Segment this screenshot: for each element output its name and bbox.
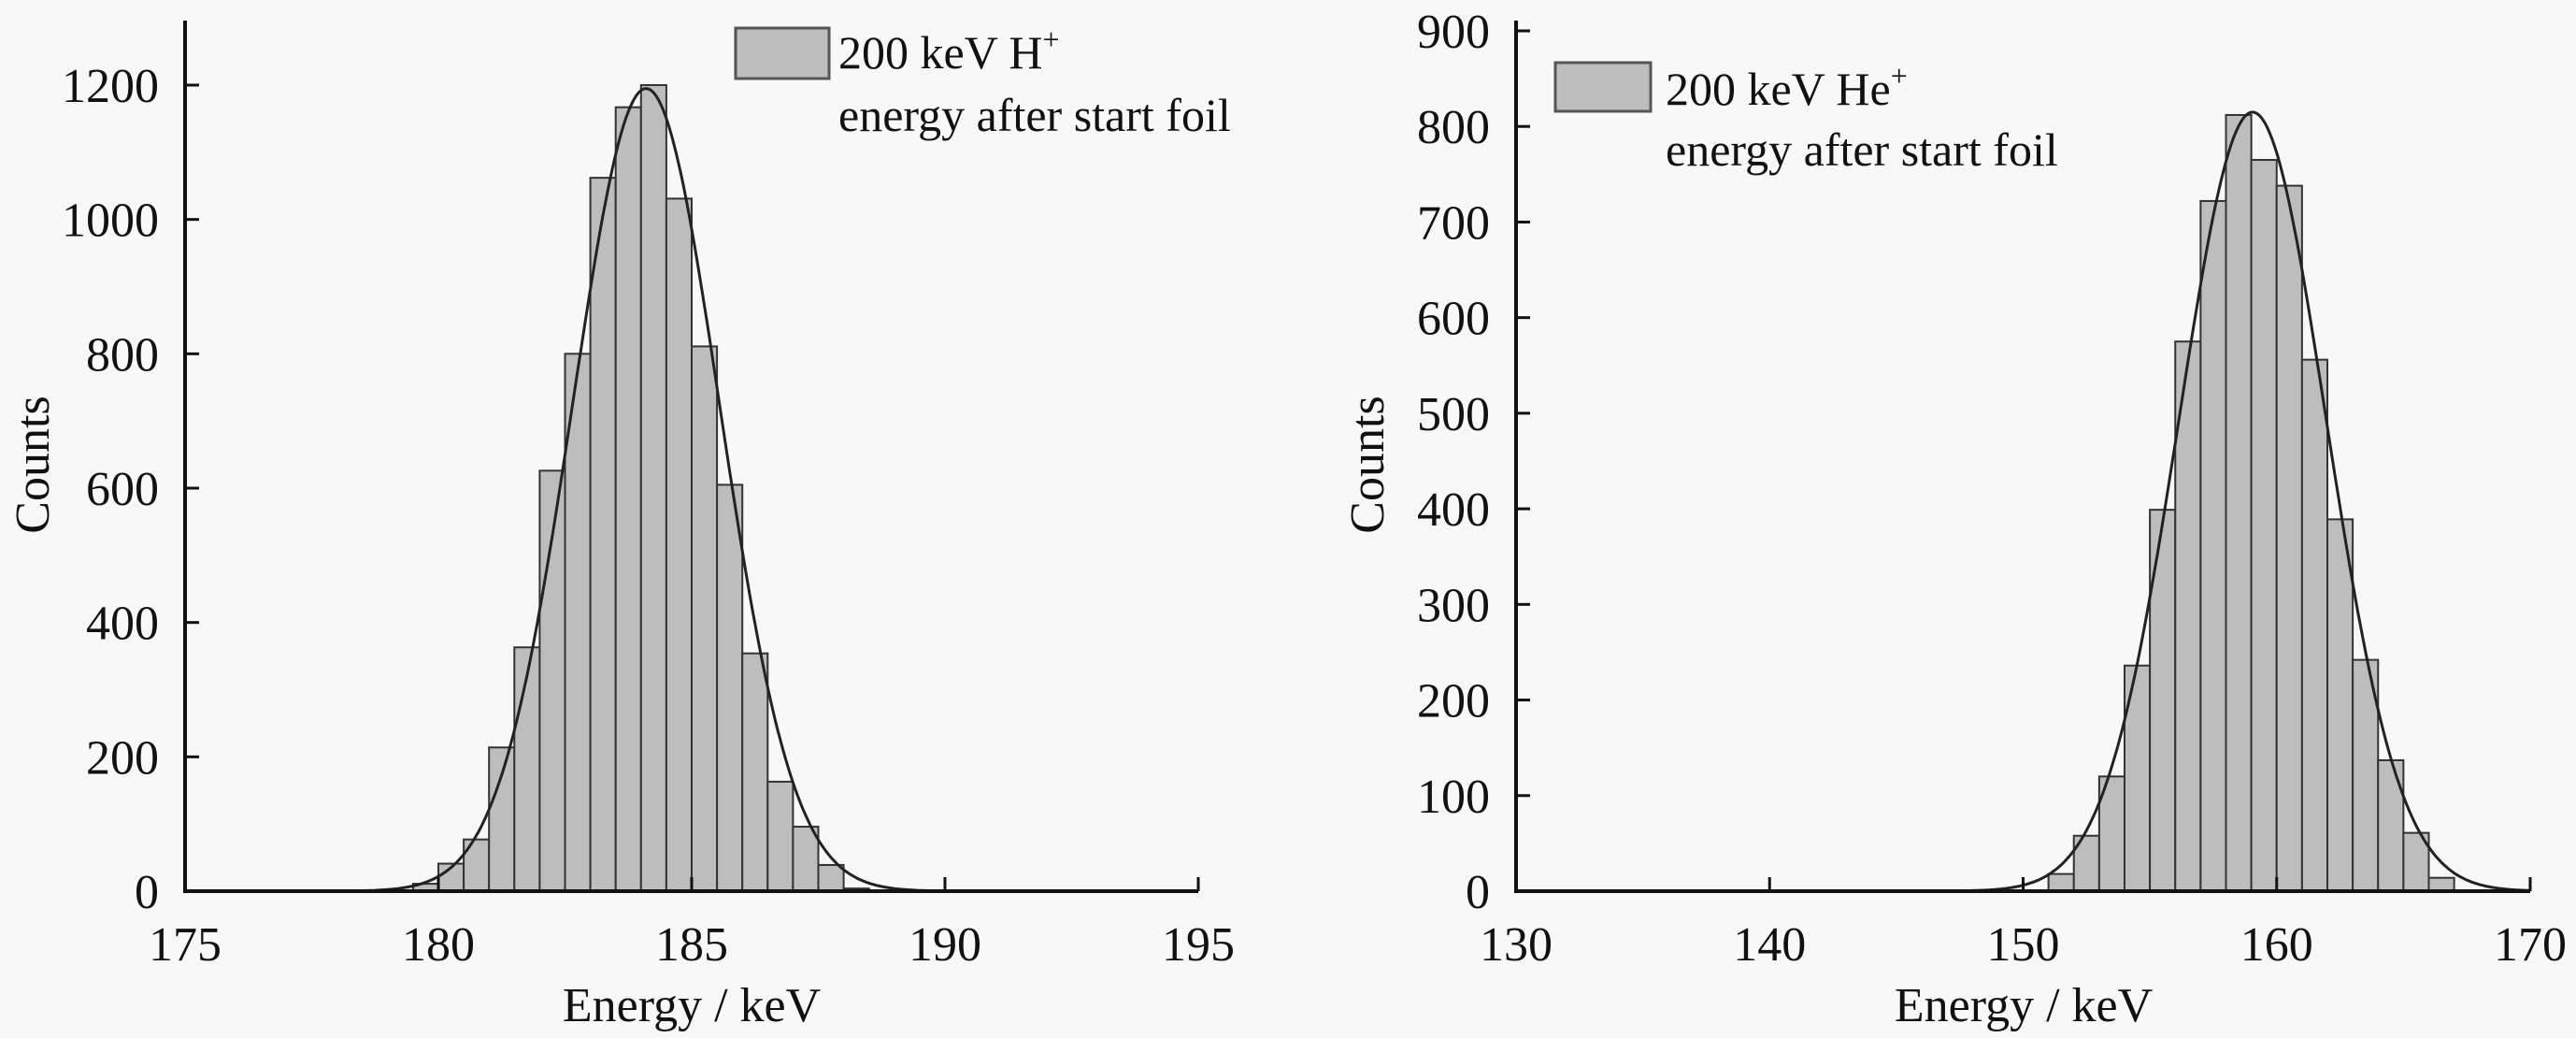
legend-swatch (734, 26, 831, 80)
histogram-bar (2047, 872, 2075, 892)
y-tick-label: 500 (1417, 388, 1490, 441)
x-axis-title: Energy / keV (1895, 979, 2153, 1032)
x-tick-label: 175 (149, 918, 222, 972)
y-tick-label: 400 (86, 598, 159, 651)
histogram-bar (614, 106, 642, 892)
histogram-bar (741, 652, 769, 893)
svg-text:200 keV H+: 200 keV H+ (838, 22, 1060, 79)
legend-label-line2: energy after start foil (838, 89, 1231, 141)
histogram-bar (2275, 184, 2303, 893)
histogram-bar (2149, 509, 2177, 893)
y-tick-label: 700 (1417, 196, 1490, 250)
legend-superscript: + (1043, 22, 1060, 56)
x-tick-label: 140 (1733, 918, 1806, 972)
histogram-bar (2300, 358, 2328, 892)
axes: 0 100 200 300 400 500 600 700 800 900 130 140 150 160… (1417, 6, 2567, 972)
x-tick-label: 160 (2240, 918, 2313, 972)
svg-text:200 keV He+: 200 keV He+ (1666, 59, 1908, 115)
y-tick-label: 0 (135, 866, 159, 919)
y-tick-label: 900 (1417, 6, 1490, 59)
gaussian-fit-curve (1959, 110, 2531, 893)
x-tick-label: 180 (402, 918, 475, 972)
legend: 200 keV H+ energy after start foil (734, 22, 1231, 141)
y-tick-label: 1000 (62, 195, 159, 248)
x-tick-label: 150 (1987, 918, 2060, 972)
histogram-bar (817, 863, 845, 892)
histogram-bar (513, 646, 541, 892)
axes: 0 200 400 600 800 1000 1200 175 180 185 190 195 (62, 21, 1235, 972)
histogram-bar (589, 177, 617, 892)
histogram-bar (2352, 658, 2380, 892)
histogram-bar (2199, 199, 2227, 892)
histogram-bar (2326, 518, 2354, 892)
histogram-bar (488, 746, 516, 892)
y-tick-label: 300 (1417, 579, 1490, 632)
x-tick-label: 190 (909, 918, 981, 972)
histogram-bar (2427, 876, 2455, 893)
histogram-bar (639, 84, 667, 892)
histogram-bar (691, 345, 719, 893)
y-tick-label: 200 (1417, 675, 1490, 728)
histogram-bar (792, 826, 820, 892)
gaussian-fit-curve (351, 87, 937, 893)
x-tick-label: 185 (655, 918, 728, 972)
histogram-bar (716, 483, 744, 892)
x-tick-label: 130 (1480, 918, 1553, 972)
histogram-bars (411, 84, 870, 893)
histogram-bar (2250, 159, 2278, 892)
y-tick-label: 400 (1417, 483, 1490, 537)
y-axis-title: Counts (1341, 396, 1395, 533)
y-tick-label: 800 (86, 328, 159, 382)
y-tick-label: 100 (1417, 771, 1490, 824)
chart-right-he-plus: 0 100 200 300 400 500 600 700 800 900 130 140 150 160… (1341, 6, 2567, 1032)
y-tick-label: 0 (1466, 866, 1490, 919)
legend-label-line1: 200 keV He (1666, 63, 1891, 115)
x-axis-title: Energy / keV (563, 979, 821, 1032)
histogram-bar (2377, 758, 2405, 893)
legend-superscript: + (1891, 59, 1908, 93)
legend: 200 keV He+ energy after start foil (1553, 59, 2058, 176)
y-tick-label: 600 (86, 463, 159, 516)
histogram-bar (665, 197, 694, 893)
x-tick-label: 170 (2494, 918, 2567, 972)
y-tick-label: 1200 (62, 60, 159, 113)
y-tick-label: 200 (86, 731, 159, 785)
x-tick-label: 195 (1162, 918, 1235, 972)
y-tick-label: 600 (1417, 293, 1490, 346)
histogram-bar (2225, 113, 2253, 892)
legend-label-line2: energy after start foil (1666, 123, 2058, 176)
y-axis-title: Counts (7, 396, 60, 533)
chart-left-h-plus: 0 200 400 600 800 1000 1200 175 180 185 190 195 Ene… (7, 21, 1235, 1032)
y-tick-label: 800 (1417, 101, 1490, 154)
histogram-bar (766, 780, 794, 893)
legend-swatch (1553, 61, 1653, 113)
legend-label-line1: 200 keV H (838, 26, 1043, 79)
